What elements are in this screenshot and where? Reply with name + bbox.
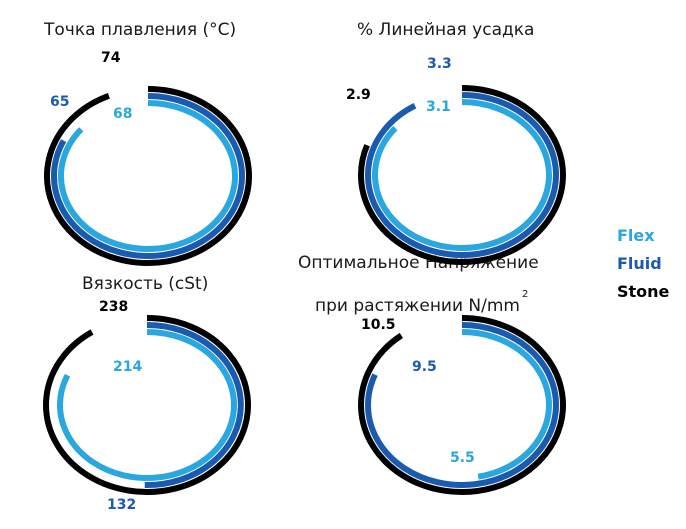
legend: Flex Fluid Stone [617, 222, 669, 306]
value-label-melting-fluid: 65 [50, 94, 69, 110]
legend-item-flex: Flex [617, 226, 655, 245]
ring-tensile-flex [461, 329, 552, 480]
ring-shrinkage-stone [358, 85, 566, 265]
value-label-tensile-stone: 10.5 [361, 317, 396, 333]
value-label-tensile-flex: 5.5 [450, 450, 475, 466]
chart-title-shrinkage: % Линейная усадка [357, 20, 535, 40]
ring-tensile-fluid [365, 322, 559, 488]
legend-item-stone: Stone [617, 282, 670, 301]
value-label-viscosity-flex: 214 [113, 359, 142, 375]
value-label-shrinkage-stone: 2.9 [346, 87, 371, 103]
value-label-shrinkage-fluid: 3.3 [427, 56, 452, 72]
ring-melting-flex [58, 100, 238, 252]
chart-title-tensile-line2: при растяжении N/mm2 [315, 289, 529, 316]
ring-melting-fluid [51, 93, 245, 259]
value-label-tensile-fluid: 9.5 [412, 359, 437, 375]
value-label-viscosity-stone: 238 [99, 299, 128, 315]
ring-melting-stone [44, 86, 253, 266]
value-label-viscosity-fluid: 132 [107, 497, 136, 513]
ring-shrinkage-flex [372, 99, 552, 251]
ring-tensile-stone [358, 315, 566, 495]
value-label-melting-stone: 74 [101, 50, 121, 66]
ring-shrinkage-fluid [365, 92, 559, 258]
legend-item-fluid: Fluid [617, 254, 662, 273]
chart-title-viscosity: Вязкость (cSt) [82, 274, 209, 294]
value-label-melting-flex: 68 [113, 106, 132, 122]
chart-title-melting: Точка плавления (°C) [44, 20, 237, 40]
chart-title-tensile-sup: 2 [522, 289, 529, 300]
ring-viscosity-flex [57, 329, 237, 481]
value-label-shrinkage-flex: 3.1 [426, 99, 451, 115]
ring-viscosity-fluid [144, 322, 244, 488]
ring-viscosity-stone [43, 315, 252, 495]
